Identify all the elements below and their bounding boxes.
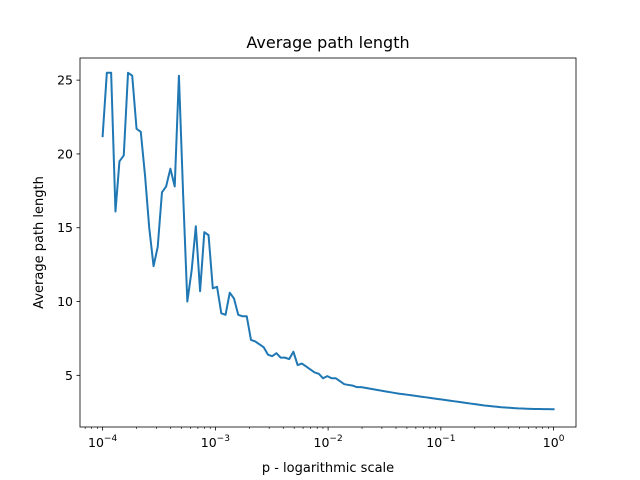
x-tick-label: 10−4	[88, 434, 117, 450]
y-tick-label: 25	[57, 73, 73, 88]
x-tick-label: 10−1	[426, 434, 455, 450]
x-tick-label: 100	[543, 434, 565, 450]
y-tick-label: 5	[65, 368, 73, 383]
series-line-0	[101, 71, 555, 411]
y-tick-label: 15	[57, 220, 73, 235]
y-axis-label: Average path length	[32, 176, 47, 309]
chart-title: Average path length	[246, 33, 409, 52]
y-tick-label: 10	[57, 294, 73, 309]
x-tick-label: 10−2	[314, 434, 343, 450]
ticks-layer: 5 10 15 20 25 10−4 10−3 10−2 10−1 100	[57, 73, 565, 450]
y-tick-label: 20	[57, 146, 73, 161]
x-tick-label: 10−3	[201, 434, 230, 450]
x-axis-label: p - logarithmic scale	[262, 461, 394, 476]
plot-layer	[101, 71, 555, 411]
